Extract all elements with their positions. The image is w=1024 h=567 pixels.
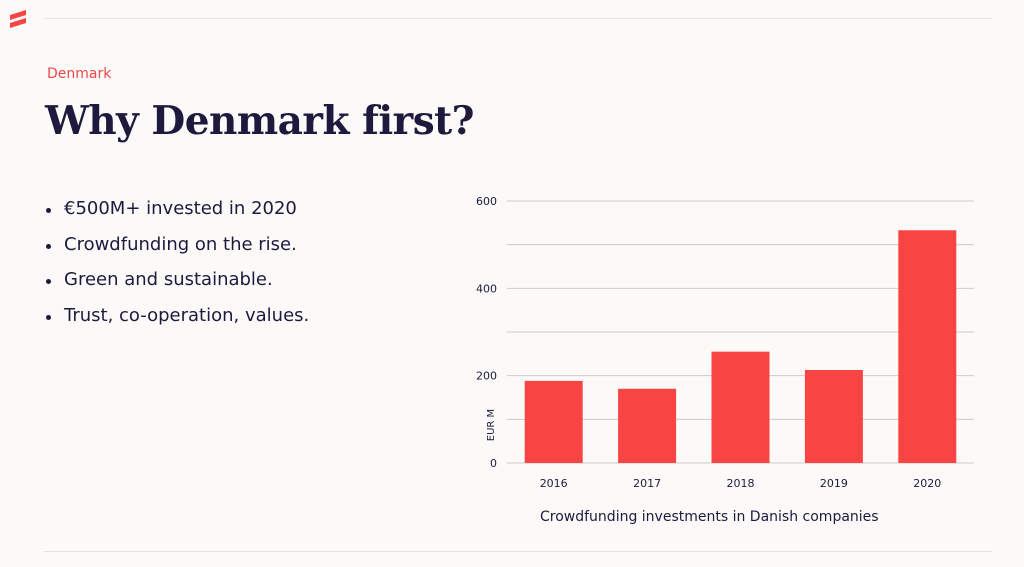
bottom-divider [44, 551, 992, 552]
y-tick-label: 600 [476, 195, 497, 208]
bar [524, 380, 583, 463]
x-tick-label: 2020 [913, 477, 941, 490]
bar-chart: 0 200 400 600 2016 2017 2018 2019 2020 EUR M [476, 195, 974, 490]
x-tick-label: 2016 [540, 477, 568, 490]
bullet-item: €500M+ invested in 2020 [46, 197, 309, 233]
bullet-dot-icon [46, 315, 51, 321]
bar [618, 388, 677, 463]
bullet-text: Crowdfunding on the rise. [64, 233, 297, 255]
bullet-item: Crowdfunding on the rise. [46, 233, 309, 269]
bullet-text: Trust, co-operation, values. [64, 305, 310, 327]
y-tick-label: 200 [476, 370, 497, 383]
bullet-text: €500M+ invested in 2020 [64, 198, 297, 219]
x-tick-label: 2018 [727, 477, 755, 490]
x-tick-label: 2017 [633, 477, 661, 490]
page-title: Why Denmark first? [45, 98, 475, 144]
section-label: Denmark [47, 66, 112, 82]
bullet-text: Green and sustainable. [64, 269, 273, 291]
bar [898, 230, 957, 463]
chart-caption: Crowdfunding investments in Danish compa… [540, 509, 879, 525]
bullet-dot-icon [46, 279, 51, 285]
x-tick-label: 2019 [820, 477, 848, 490]
bullet-item: Green and sustainable. [46, 268, 309, 304]
logo-icon [10, 10, 26, 28]
y-tick-label: 400 [476, 282, 497, 295]
bar [804, 369, 863, 463]
top-divider [44, 18, 992, 19]
bullet-list: €500M+ invested in 2020 Crowdfunding on … [46, 197, 309, 340]
bar [711, 351, 770, 463]
bullet-dot-icon [46, 243, 51, 249]
bullet-dot-icon [46, 208, 51, 213]
bullet-item: Trust, co-operation, values. [46, 304, 309, 340]
y-tick-label: 0 [490, 457, 497, 470]
y-axis-label: EUR M [486, 409, 497, 441]
